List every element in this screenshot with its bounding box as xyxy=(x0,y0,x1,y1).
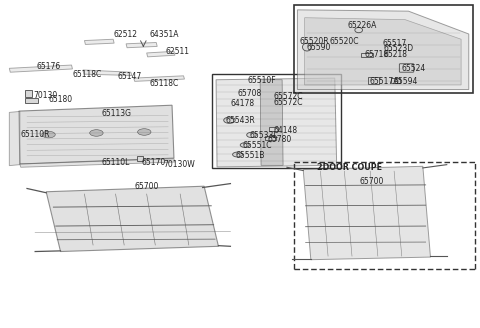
Text: 64148: 64148 xyxy=(274,126,298,135)
Text: 65594: 65594 xyxy=(393,76,418,86)
Bar xyxy=(368,77,379,84)
Circle shape xyxy=(355,28,362,33)
Polygon shape xyxy=(303,166,431,260)
Text: 65113G: 65113G xyxy=(101,109,131,118)
Text: 65543R: 65543R xyxy=(226,116,255,125)
Text: 65780: 65780 xyxy=(268,135,292,144)
Text: 65520C: 65520C xyxy=(330,37,360,46)
Text: 65700: 65700 xyxy=(135,182,159,191)
Bar xyxy=(24,90,32,97)
Text: 65147: 65147 xyxy=(118,72,142,81)
Text: 65218: 65218 xyxy=(384,51,408,59)
Text: 65572C: 65572C xyxy=(274,92,303,101)
Bar xyxy=(212,74,340,168)
Polygon shape xyxy=(9,65,72,72)
Text: 65718: 65718 xyxy=(364,51,389,59)
Bar xyxy=(269,127,278,131)
Polygon shape xyxy=(20,159,175,167)
Polygon shape xyxy=(83,70,132,75)
Polygon shape xyxy=(305,18,461,85)
Ellipse shape xyxy=(247,132,256,137)
Text: 65226A: 65226A xyxy=(348,21,377,30)
Text: 65118C: 65118C xyxy=(72,70,102,79)
Text: 64351A: 64351A xyxy=(149,31,179,39)
Text: 64178: 64178 xyxy=(230,99,254,108)
Polygon shape xyxy=(9,112,20,166)
Bar xyxy=(360,52,373,57)
Text: 65572C: 65572C xyxy=(274,98,303,107)
Bar xyxy=(137,155,143,161)
Text: 65700: 65700 xyxy=(360,177,384,186)
Text: 65180: 65180 xyxy=(48,95,72,104)
Text: 65533L: 65533L xyxy=(250,131,278,140)
Polygon shape xyxy=(298,10,469,90)
Text: 65110R: 65110R xyxy=(21,130,50,139)
FancyBboxPatch shape xyxy=(399,64,414,72)
Text: 65551C: 65551C xyxy=(242,141,272,150)
Bar xyxy=(294,5,473,93)
Ellipse shape xyxy=(233,152,242,157)
Polygon shape xyxy=(260,80,283,165)
Polygon shape xyxy=(147,51,175,57)
Bar xyxy=(391,78,400,83)
Text: 65517: 65517 xyxy=(383,39,407,48)
Text: 65523D: 65523D xyxy=(384,44,414,53)
Ellipse shape xyxy=(240,143,249,147)
Text: 62511: 62511 xyxy=(166,47,190,56)
Text: 65590: 65590 xyxy=(306,43,330,52)
Text: 65170: 65170 xyxy=(142,158,166,167)
Polygon shape xyxy=(84,39,114,45)
Text: 62512: 62512 xyxy=(113,31,137,39)
Text: 70130W: 70130W xyxy=(163,160,195,170)
Text: 65118C: 65118C xyxy=(149,79,178,89)
Ellipse shape xyxy=(138,129,151,135)
Text: 65708: 65708 xyxy=(238,89,262,98)
Ellipse shape xyxy=(90,130,103,136)
Polygon shape xyxy=(126,43,157,48)
Ellipse shape xyxy=(42,131,55,138)
Text: 65524: 65524 xyxy=(402,64,426,73)
Text: 65176: 65176 xyxy=(36,62,61,71)
Bar xyxy=(24,98,38,103)
Polygon shape xyxy=(134,76,184,81)
Ellipse shape xyxy=(302,43,312,51)
Text: 65517A: 65517A xyxy=(369,76,399,86)
Text: 2DOOR COUPE: 2DOOR COUPE xyxy=(317,163,382,172)
Ellipse shape xyxy=(224,117,235,123)
Text: 70130: 70130 xyxy=(33,91,58,100)
Polygon shape xyxy=(19,105,174,164)
Text: 65520R: 65520R xyxy=(300,37,329,46)
Text: 65110L: 65110L xyxy=(101,158,130,167)
Bar xyxy=(265,135,276,140)
Text: 65510F: 65510F xyxy=(248,75,276,85)
Polygon shape xyxy=(216,78,336,167)
Text: 65551B: 65551B xyxy=(235,151,264,160)
Polygon shape xyxy=(46,186,218,252)
